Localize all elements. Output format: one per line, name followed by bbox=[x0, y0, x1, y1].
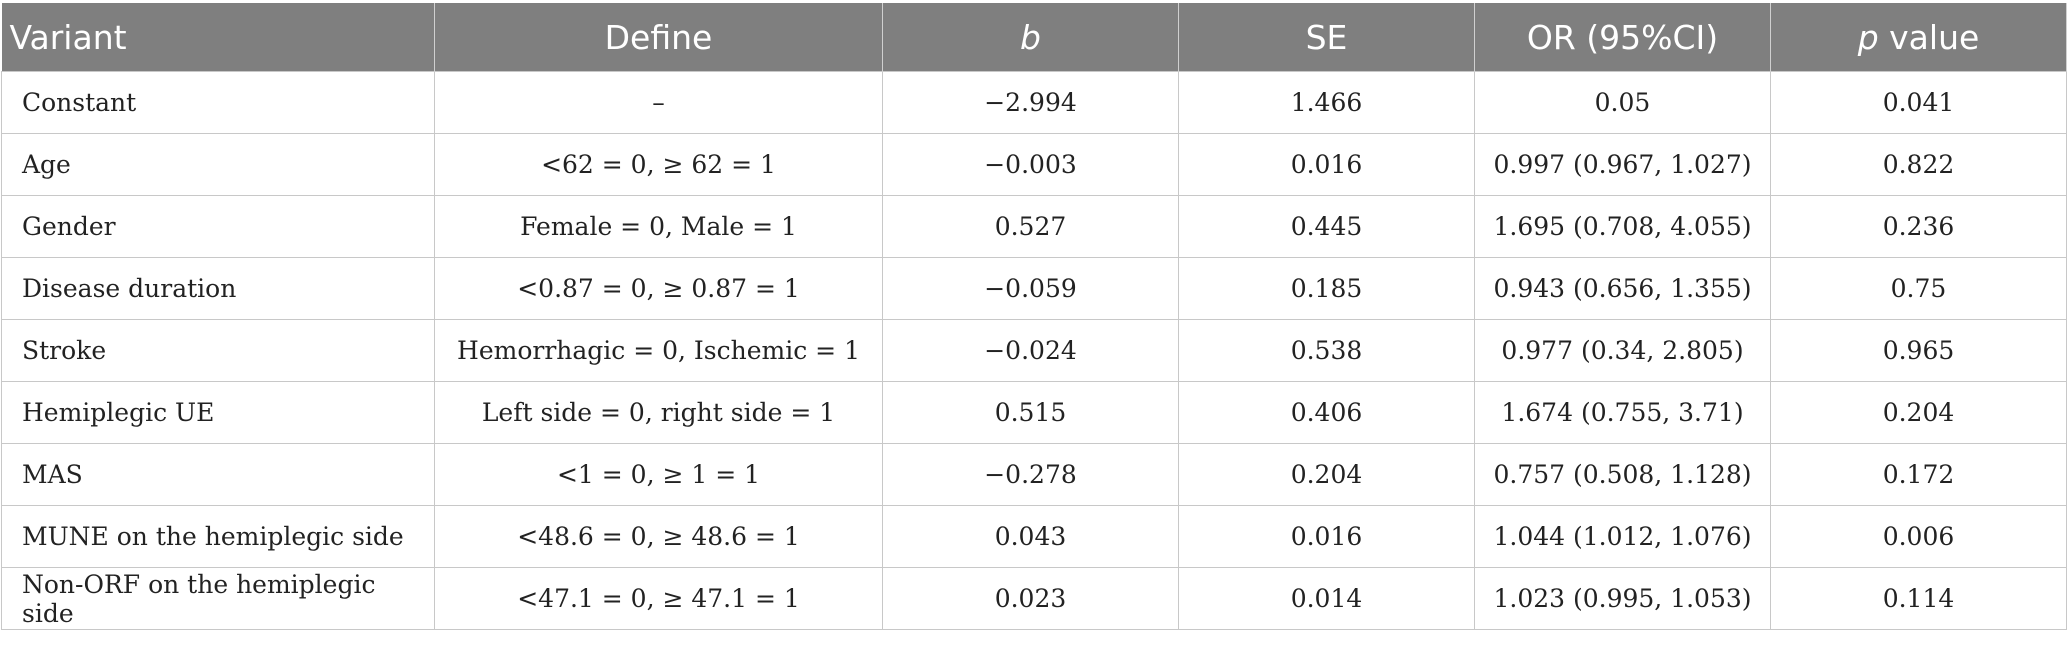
cell-define: <48.6 = 0, ≥ 48.6 = 1 bbox=[434, 505, 883, 568]
header-define: Define bbox=[434, 3, 883, 72]
cell-se: 0.445 bbox=[1178, 195, 1475, 258]
cell-or: 0.977 (0.34, 2.805) bbox=[1474, 319, 1771, 382]
cell-p-value: 0.965 bbox=[1770, 319, 2067, 382]
cell-se: 0.185 bbox=[1178, 257, 1475, 320]
cell-or: 0.05 bbox=[1474, 71, 1771, 134]
cell-se: 0.406 bbox=[1178, 381, 1475, 444]
table-row: Age <62 = 0, ≥ 62 = 1 −0.003 0.016 0.997… bbox=[1, 133, 2067, 196]
header-p-italic: p bbox=[1857, 17, 1879, 57]
header-row: Variant Define b SE OR (95%CI) p value bbox=[1, 3, 2067, 72]
cell-se: 1.466 bbox=[1178, 71, 1475, 134]
regression-table: Variant Define b SE OR (95%CI) p value C… bbox=[1, 3, 2067, 630]
header-p-rest: value bbox=[1878, 17, 1980, 57]
cell-define: Female = 0, Male = 1 bbox=[434, 195, 883, 258]
cell-variant: Gender bbox=[1, 195, 435, 258]
header-variant: Variant bbox=[1, 3, 435, 72]
cell-se: 0.016 bbox=[1178, 133, 1475, 196]
cell-define: <1 = 0, ≥ 1 = 1 bbox=[434, 443, 883, 506]
cell-p-value: 0.006 bbox=[1770, 505, 2067, 568]
cell-define: <0.87 = 0, ≥ 0.87 = 1 bbox=[434, 257, 883, 320]
cell-se: 0.204 bbox=[1178, 443, 1475, 506]
cell-variant: MAS bbox=[1, 443, 435, 506]
table-body: Constant – −2.994 1.466 0.05 0.041 Age <… bbox=[1, 71, 2067, 630]
table-header: Variant Define b SE OR (95%CI) p value bbox=[1, 3, 2067, 72]
cell-b: 0.043 bbox=[882, 505, 1179, 568]
cell-or: 1.695 (0.708, 4.055) bbox=[1474, 195, 1771, 258]
cell-or: 0.943 (0.656, 1.355) bbox=[1474, 257, 1771, 320]
cell-b: −0.059 bbox=[882, 257, 1179, 320]
cell-b: 0.515 bbox=[882, 381, 1179, 444]
cell-p-value: 0.204 bbox=[1770, 381, 2067, 444]
cell-p-value: 0.114 bbox=[1770, 567, 2067, 630]
cell-b: 0.023 bbox=[882, 567, 1179, 630]
table-row: MUNE on the hemiplegic side <48.6 = 0, ≥… bbox=[1, 505, 2067, 568]
header-or: OR (95%CI) bbox=[1474, 3, 1771, 72]
cell-p-value: 0.822 bbox=[1770, 133, 2067, 196]
table-row: Disease duration <0.87 = 0, ≥ 0.87 = 1 −… bbox=[1, 257, 2067, 320]
cell-define: <47.1 = 0, ≥ 47.1 = 1 bbox=[434, 567, 883, 630]
cell-se: 0.014 bbox=[1178, 567, 1475, 630]
cell-variant: Disease duration bbox=[1, 257, 435, 320]
cell-b: −2.994 bbox=[882, 71, 1179, 134]
cell-b: 0.527 bbox=[882, 195, 1179, 258]
cell-b: −0.278 bbox=[882, 443, 1179, 506]
cell-or: 1.044 (1.012, 1.076) bbox=[1474, 505, 1771, 568]
cell-variant: Stroke bbox=[1, 319, 435, 382]
cell-p-value: 0.236 bbox=[1770, 195, 2067, 258]
cell-or: 1.674 (0.755, 3.71) bbox=[1474, 381, 1771, 444]
table-row: Stroke Hemorrhagic = 0, Ischemic = 1 −0.… bbox=[1, 319, 2067, 382]
cell-define: <62 = 0, ≥ 62 = 1 bbox=[434, 133, 883, 196]
cell-variant: Hemiplegic UE bbox=[1, 381, 435, 444]
cell-p-value: 0.75 bbox=[1770, 257, 2067, 320]
cell-or: 0.997 (0.967, 1.027) bbox=[1474, 133, 1771, 196]
cell-or: 0.757 (0.508, 1.128) bbox=[1474, 443, 1771, 506]
cell-b: −0.024 bbox=[882, 319, 1179, 382]
cell-se: 0.538 bbox=[1178, 319, 1475, 382]
cell-p-value: 0.172 bbox=[1770, 443, 2067, 506]
header-se: SE bbox=[1178, 3, 1475, 72]
regression-table-container: Variant Define b SE OR (95%CI) p value C… bbox=[0, 3, 2067, 630]
cell-p-value: 0.041 bbox=[1770, 71, 2067, 134]
cell-se: 0.016 bbox=[1178, 505, 1475, 568]
cell-define: – bbox=[434, 71, 883, 134]
table-row: Constant – −2.994 1.466 0.05 0.041 bbox=[1, 71, 2067, 134]
table-row: Non-ORF on the hemiplegic side <47.1 = 0… bbox=[1, 567, 2067, 630]
cell-variant: Age bbox=[1, 133, 435, 196]
header-b: b bbox=[882, 3, 1179, 72]
cell-variant: Constant bbox=[1, 71, 435, 134]
table-row: MAS <1 = 0, ≥ 1 = 1 −0.278 0.204 0.757 (… bbox=[1, 443, 2067, 506]
cell-variant: MUNE on the hemiplegic side bbox=[1, 505, 435, 568]
cell-b: −0.003 bbox=[882, 133, 1179, 196]
header-p-value: p value bbox=[1770, 3, 2067, 72]
cell-or: 1.023 (0.995, 1.053) bbox=[1474, 567, 1771, 630]
cell-define: Hemorrhagic = 0, Ischemic = 1 bbox=[434, 319, 883, 382]
header-b-text: b bbox=[1020, 17, 1041, 57]
cell-define: Left side = 0, right side = 1 bbox=[434, 381, 883, 444]
table-row: Gender Female = 0, Male = 1 0.527 0.445 … bbox=[1, 195, 2067, 258]
table-row: Hemiplegic UE Left side = 0, right side … bbox=[1, 381, 2067, 444]
cell-variant: Non-ORF on the hemiplegic side bbox=[1, 567, 435, 630]
